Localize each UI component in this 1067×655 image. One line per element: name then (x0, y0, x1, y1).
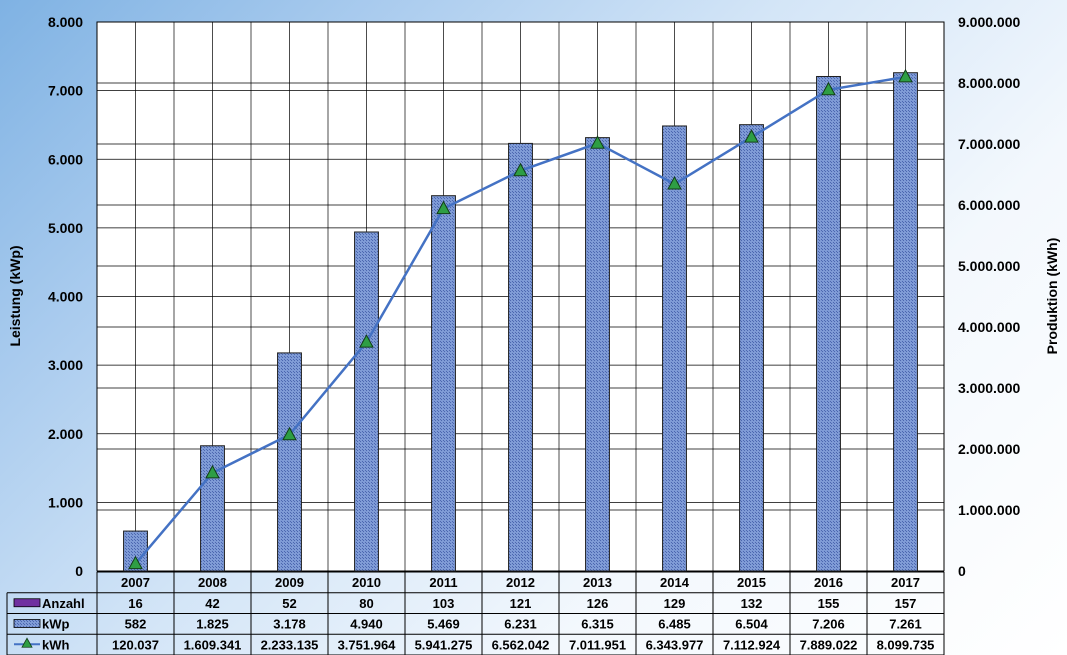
left-tick-label: 2.000 (48, 426, 83, 442)
table-cell: 6.504 (735, 617, 768, 632)
left-tick-label: 8.000 (48, 14, 83, 30)
category-label: 2017 (891, 575, 920, 590)
kwh-point-2013 (590, 135, 605, 149)
category-label: 2012 (506, 575, 535, 590)
bar-kwp-2015 (739, 124, 764, 572)
kwh-point-2009 (282, 426, 297, 441)
kwh-point-2014 (667, 175, 682, 190)
bar-kwp-2017 (893, 72, 918, 572)
left-tick-label: 3.000 (48, 357, 83, 373)
table-cell: 7.011.951 (569, 637, 626, 652)
category-label: 2013 (583, 575, 612, 590)
table-cell: 4.940 (350, 617, 383, 632)
bar-kwp-2012 (508, 142, 533, 572)
right-tick-label: 8.000.000 (958, 75, 1020, 91)
bar-kwp-2014 (662, 125, 687, 572)
table-cell: 7.261 (889, 617, 922, 632)
category-label: 2011 (429, 575, 457, 590)
bar-kwp-2008 (200, 445, 225, 572)
data-table: 2007 2008 2009 2010 2011 2012 2013 2014 2015 2016… (6, 571, 945, 655)
kwh-point-2007 (128, 555, 143, 570)
category-label: 2007 (121, 575, 150, 590)
table-cell: 1.825 (196, 617, 229, 632)
left-tick-label: 1.000 (48, 494, 83, 510)
category-label: 2008 (198, 575, 227, 590)
legend-key-anzahl (13, 598, 41, 608)
table-cell: 52 (282, 596, 296, 611)
table-cell: 6.315 (581, 617, 614, 632)
table-cell: 126 (587, 596, 609, 611)
table-cell: 121 (510, 596, 532, 611)
right-axis-title: Produktion (kWh) (1044, 238, 1060, 355)
table-cell: 7.112.924 (723, 637, 781, 652)
kwh-point-2008 (205, 464, 220, 479)
table-cell: 582 (125, 617, 147, 632)
kwh-point-2015 (744, 129, 759, 143)
table-cell: 6.343.977 (646, 637, 704, 652)
table-cell: 6.485 (658, 617, 691, 632)
table-cell: 129 (664, 596, 686, 611)
bar-kwp-2010 (354, 231, 379, 572)
table-cell: 155 (818, 596, 840, 611)
bar-kwp-2011 (431, 195, 456, 572)
kwh-line (128, 68, 913, 570)
table-cell: 1.609.341 (184, 637, 242, 652)
right-tick-label: 5.000.000 (958, 258, 1020, 274)
table-cell: 6.562.042 (492, 637, 550, 652)
table-cell: 120.037 (112, 637, 159, 652)
left-axis-title: Leistung (kWp) (7, 245, 23, 346)
table-cell: 7.206 (812, 617, 845, 632)
category-label: 2009 (275, 575, 304, 590)
left-tick-label: 5.000 (48, 220, 83, 236)
left-tick-label: 4.000 (48, 289, 83, 305)
table-cell: 42 (205, 596, 219, 611)
left-tick-label: 0 (75, 563, 83, 579)
left-tick-label: 6.000 (48, 151, 83, 167)
table-cell: 7.889.022 (800, 637, 858, 652)
kwh-point-2016 (821, 81, 836, 96)
bar-kwp-2013 (585, 137, 610, 572)
right-axis-ticks: 0 1.000.000 2.000.000 3.000.000 4.000.000 5.0… (958, 14, 1020, 579)
table-cell: 8.099.735 (877, 637, 935, 652)
kwh-point-2011 (436, 200, 451, 215)
table-cell: 3.751.964 (338, 637, 397, 652)
table-cell: 103 (433, 596, 455, 611)
legend-marker-kwh (21, 637, 33, 648)
category-label: 2016 (814, 575, 843, 590)
bar-kwp-2009 (277, 352, 302, 572)
category-label: 2014 (660, 575, 690, 590)
table-cell: 157 (895, 596, 917, 611)
bar-kwp-2016 (816, 75, 841, 572)
right-tick-label: 3.000.000 (958, 380, 1020, 396)
table-cell: 132 (741, 596, 763, 611)
category-label: 2015 (737, 575, 766, 590)
table-cell: 2.233.135 (261, 637, 319, 652)
legend-key-kwp (13, 619, 41, 628)
kwh-point-2010 (359, 334, 374, 348)
table-cell: 3.178 (273, 617, 306, 632)
left-axis-ticks: 0 1.000 2.000 3.000 4.000 5.000 6.000 7.000 8.00… (48, 14, 83, 579)
table-cell: 6.231 (504, 617, 537, 632)
right-tick-label: 7.000.000 (958, 136, 1020, 152)
table-cell: 80 (359, 596, 373, 611)
kwh-point-2017 (898, 68, 913, 83)
series-label: Anzahl (42, 596, 85, 611)
right-tick-label: 1.000.000 (958, 502, 1020, 518)
series-label: kWh (42, 637, 70, 652)
table-cell: 5.469 (427, 617, 460, 632)
kwp-bars (123, 72, 918, 572)
right-tick-label: 9.000.000 (958, 14, 1020, 30)
category-label: 2010 (352, 575, 381, 590)
left-tick-label: 7.000 (48, 83, 83, 99)
right-tick-label: 6.000.000 (958, 197, 1020, 213)
right-tick-label: 2.000.000 (958, 441, 1020, 457)
series-label: kWp (42, 617, 70, 632)
right-tick-label: 4.000.000 (958, 319, 1020, 335)
right-tick-label: 0 (958, 563, 966, 579)
table-cell: 5.941.275 (415, 637, 473, 652)
table-cell: 16 (128, 596, 142, 611)
kwh-point-2012 (513, 162, 528, 177)
